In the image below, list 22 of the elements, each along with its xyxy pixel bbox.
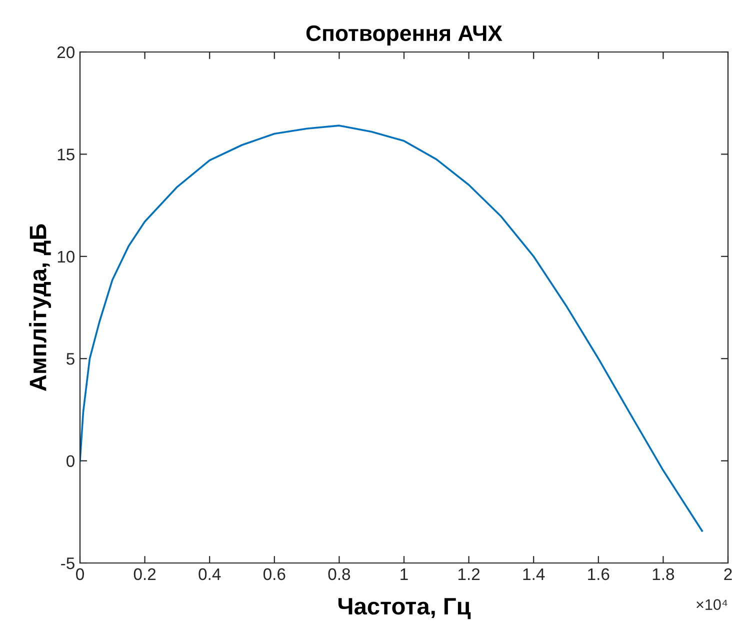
- y-tick-label: 0: [66, 455, 74, 468]
- x-tick-label: 0.2: [134, 568, 156, 580]
- y-axis-title: Амплітуда, дБ: [29, 224, 52, 392]
- x-tick-label: 0.8: [328, 568, 350, 580]
- x-tick-label: 1.8: [652, 568, 674, 580]
- y-tick-label: 5: [66, 353, 74, 365]
- line-series: [80, 124, 703, 532]
- x-tick-label: 1.4: [523, 568, 545, 580]
- x-tick-label: 0.4: [198, 568, 221, 580]
- x-axis-title: Частота, Гц: [338, 598, 471, 620]
- x-tick-label: 0.6: [263, 568, 286, 580]
- text: ×10⁴: [696, 599, 728, 610]
- y-tick-label: 20: [57, 46, 74, 58]
- x-tick-label: 1: [400, 568, 408, 580]
- x-tick-label: 0: [76, 568, 84, 580]
- y-tick-label: 15: [58, 148, 74, 160]
- y-tick-label: 10: [58, 250, 74, 263]
- chart-title: Спотворення АЧХ: [306, 25, 502, 46]
- y-tick-label: -5: [61, 558, 74, 570]
- x-tick-label: 1.6: [588, 568, 610, 580]
- x-tick-label: 2: [724, 568, 732, 580]
- x-tick-label: 1.2: [458, 568, 480, 580]
